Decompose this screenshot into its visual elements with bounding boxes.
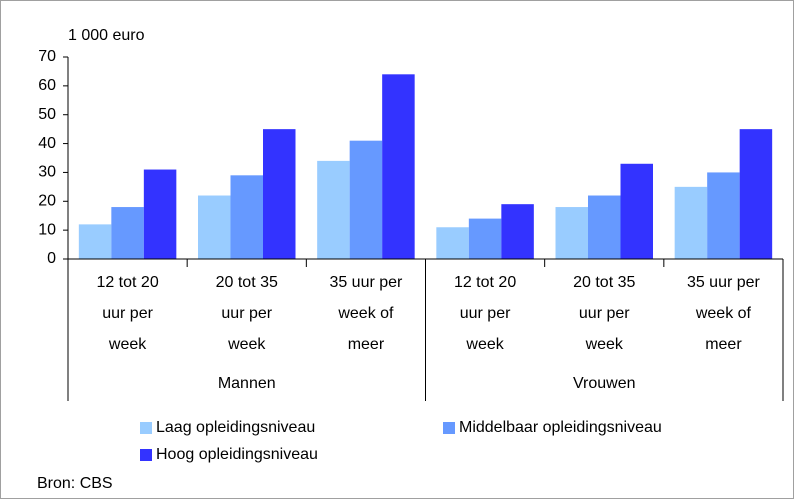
x-tick-label: week	[227, 336, 266, 353]
bar	[143, 169, 177, 259]
legend-label: Hoog opleidingsniveau	[156, 446, 318, 463]
bar	[739, 129, 773, 259]
x-tick-label: uur per	[460, 305, 511, 322]
x-tick-label: week	[585, 336, 624, 353]
y-tick-label: 60	[38, 77, 56, 94]
y-axis-unit: 1 000 euro	[68, 27, 145, 44]
bar	[468, 218, 502, 259]
legend-label: Middelbaar opleidingsniveau	[459, 419, 662, 436]
x-tick-label: uur per	[579, 305, 630, 322]
bar	[349, 140, 383, 259]
y-tick-label: 30	[38, 164, 56, 181]
bar	[230, 175, 263, 259]
x-tick-label: 20 tot 35	[216, 274, 278, 291]
x-tick-label: week	[465, 336, 504, 353]
x-tick-label: 12 tot 20	[96, 274, 158, 291]
legend-swatch	[443, 422, 455, 434]
x-tick-label: meer	[348, 336, 385, 353]
x-tick-label: 35 uur per	[687, 274, 761, 291]
x-tick-label: 20 tot 35	[573, 274, 635, 291]
bar	[78, 224, 112, 259]
y-tick-label: 20	[38, 193, 56, 210]
x-tick-label: meer	[705, 336, 742, 353]
x-tick-label: week of	[337, 305, 394, 322]
group-label: Vrouwen	[573, 375, 636, 392]
bar	[382, 74, 415, 259]
bar	[317, 160, 350, 259]
bar	[111, 207, 144, 259]
x-tick-label: 12 tot 20	[454, 274, 516, 291]
bar	[198, 195, 231, 259]
bar	[555, 207, 588, 259]
x-tick-label: week of	[695, 305, 752, 322]
legend-swatch	[140, 449, 152, 461]
bar	[263, 129, 296, 259]
bar	[620, 163, 653, 259]
bar	[588, 195, 621, 259]
bar	[674, 186, 708, 259]
bar	[436, 227, 469, 259]
y-tick-label: 10	[38, 221, 56, 238]
group-label: Mannen	[218, 375, 276, 392]
bar	[707, 172, 740, 259]
x-tick-label: 35 uur per	[329, 274, 403, 291]
bar	[501, 204, 534, 259]
legend-swatch	[140, 422, 152, 434]
y-tick-label: 40	[38, 135, 56, 152]
legend-label: Laag opleidingsniveau	[156, 419, 315, 436]
x-tick-label: week	[108, 336, 147, 353]
x-tick-label: uur per	[221, 305, 272, 322]
x-tick-label: uur per	[102, 305, 153, 322]
y-tick-label: 70	[38, 48, 56, 65]
y-tick-label: 50	[38, 106, 56, 123]
y-tick-label: 0	[47, 250, 56, 267]
source: Bron: CBS	[37, 475, 113, 492]
